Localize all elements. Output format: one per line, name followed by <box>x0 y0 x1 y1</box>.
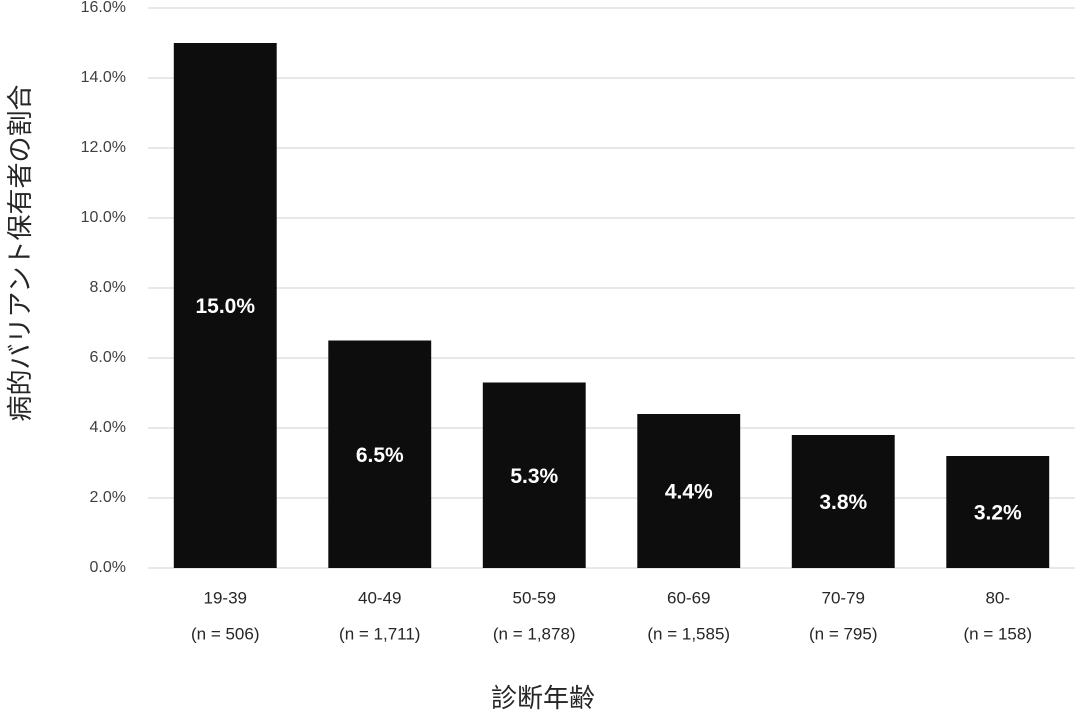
y-tick-label: 4.0% <box>90 419 126 436</box>
y-tick-label: 2.0% <box>90 489 126 506</box>
bar <box>482 382 586 568</box>
data-label: 3.2% <box>974 502 1022 525</box>
y-tick-label: 8.0% <box>90 279 126 296</box>
y-tick-label: 12.0% <box>81 139 126 156</box>
y-tick-label: 6.0% <box>90 349 126 366</box>
bar <box>328 340 432 568</box>
data-label: 5.3% <box>510 465 558 488</box>
x-tick-note: (n = 506) <box>191 624 260 643</box>
x-tick-note: (n = 1,585) <box>647 624 730 643</box>
x-tick-label: 80- <box>985 588 1010 607</box>
x-tick-label: 70-79 <box>822 588 865 607</box>
data-label: 4.4% <box>665 481 713 504</box>
bar <box>946 456 1050 568</box>
x-tick-label: 50-59 <box>513 588 556 607</box>
x-tick-label: 19-39 <box>204 588 247 607</box>
y-tick-label: 16.0% <box>81 0 126 16</box>
data-label: 3.8% <box>819 491 867 514</box>
y-tick-label: 14.0% <box>81 69 126 86</box>
x-tick-note: (n = 158) <box>963 624 1032 643</box>
bar <box>791 435 895 568</box>
bar <box>637 414 741 568</box>
y-tick-label: 10.0% <box>81 209 126 226</box>
x-axis-title: 診断年齢 <box>491 683 595 713</box>
data-label: 15.0% <box>195 295 255 318</box>
x-tick-note: (n = 1,711) <box>339 624 420 643</box>
y-axis-title: 病的バリアント保有者の割合 <box>5 85 35 422</box>
x-tick-label: 60-69 <box>667 588 710 607</box>
x-tick-note: (n = 795) <box>809 624 878 643</box>
bar <box>173 43 277 568</box>
data-label: 6.5% <box>356 444 404 467</box>
y-tick-label: 0.0% <box>90 559 126 576</box>
x-tick-label: 40-49 <box>358 588 401 607</box>
x-tick-note: (n = 1,878) <box>493 624 576 643</box>
